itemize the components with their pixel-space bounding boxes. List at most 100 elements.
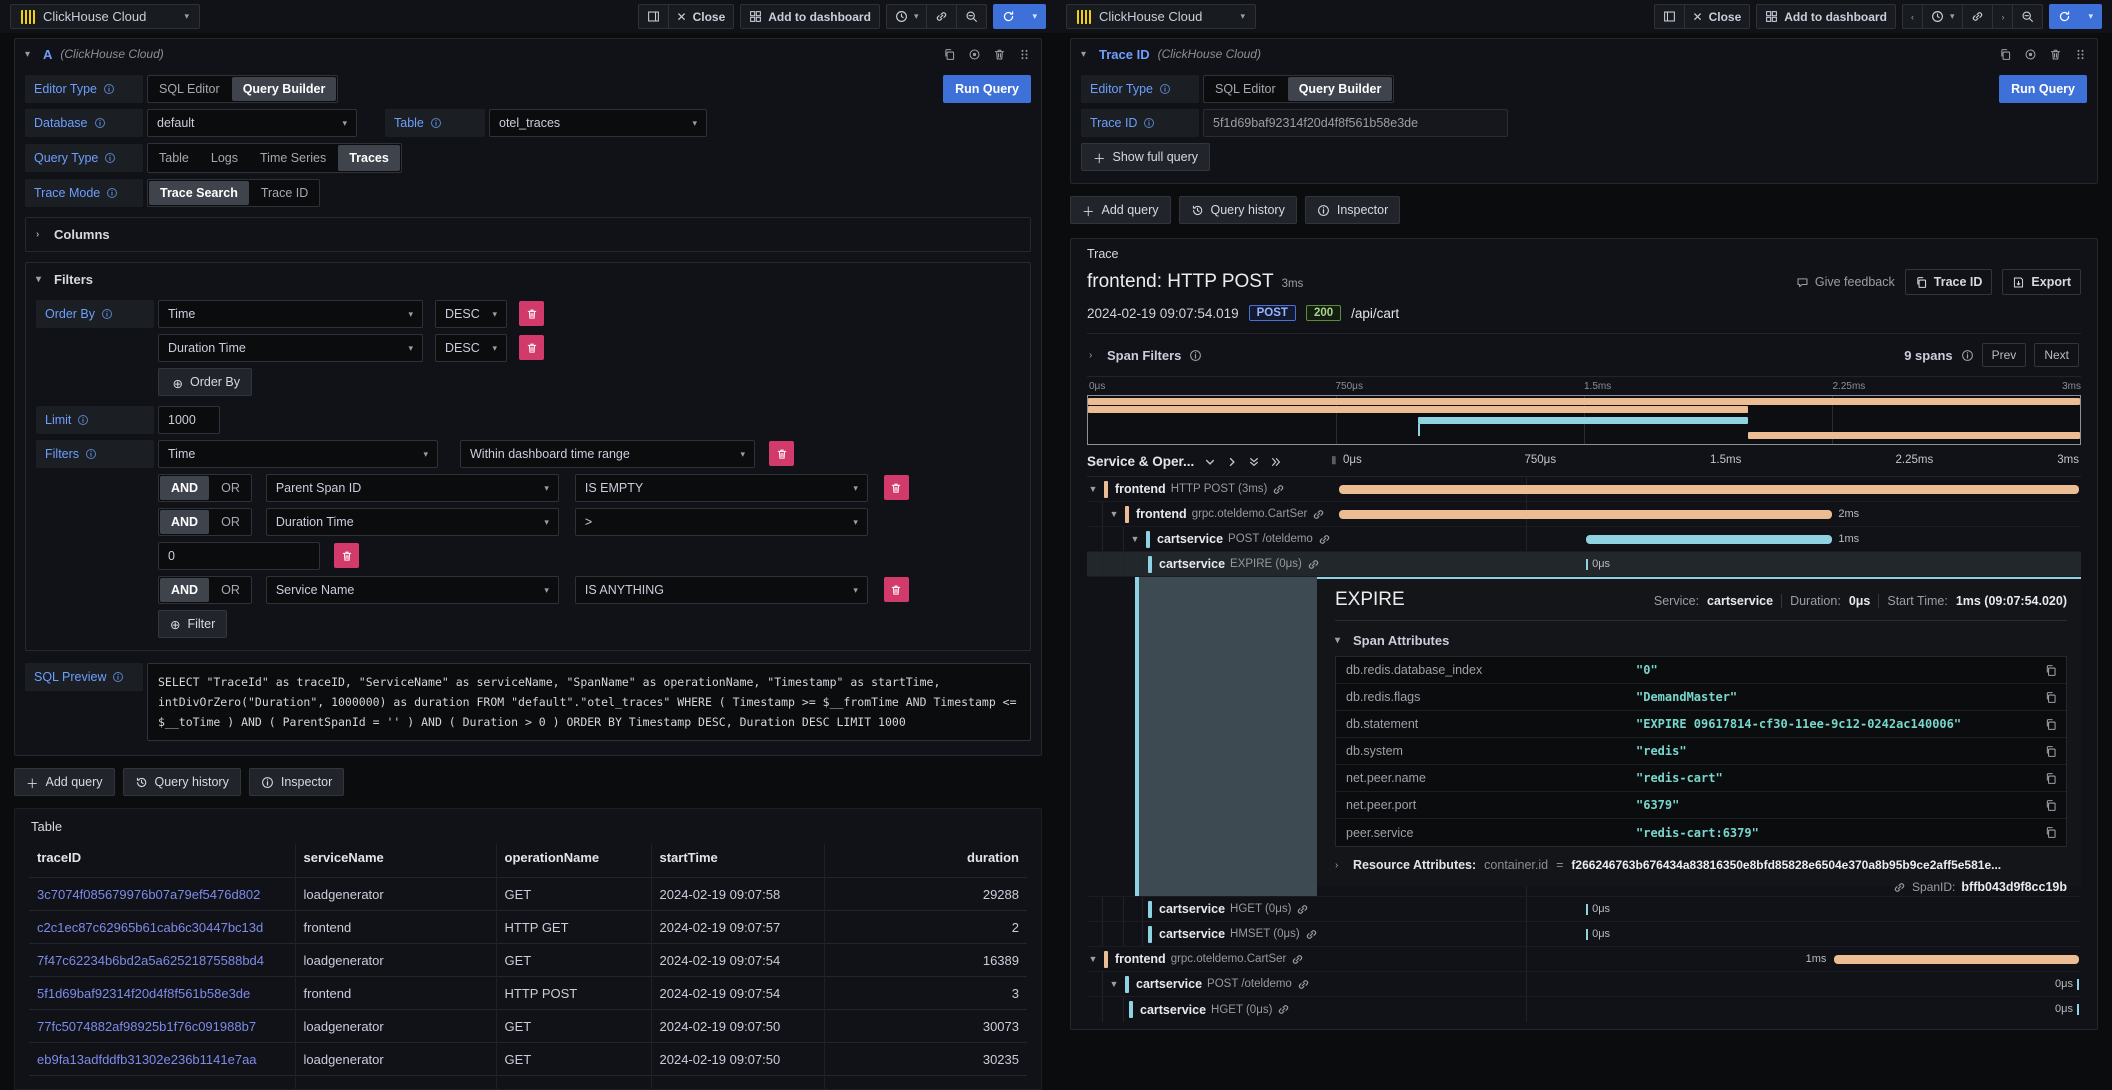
trace-link[interactable]: 77fc5074882af98925b1f76c091988b7 [29,1009,296,1043]
add-query-button[interactable]: ＋ Add query [1070,196,1171,224]
copy-icon[interactable] [2036,826,2066,839]
column-resize-handle[interactable]: ⫴ [1331,456,1337,467]
or-option[interactable]: OR [221,481,240,495]
chevron-down-icon[interactable]: ▼ [1130,534,1140,544]
filter-operator-select[interactable]: IS EMPTY ▾ [574,474,868,502]
query-type-logs[interactable]: Logs [210,151,238,165]
export-button[interactable]: Export [2002,269,2081,295]
trace-link[interactable]: 5f1d69baf92314f20d4f8f561b58e3de [29,976,296,1010]
span-tick[interactable] [1586,559,1589,570]
datasource-picker[interactable]: ClickHouse Cloud ▾ [10,4,200,29]
refresh-interval-button[interactable]: ▾ [2080,4,2102,29]
chevron-down-icon[interactable]: ▼ [1109,979,1119,989]
copy-icon[interactable] [2036,691,2066,704]
run-query-button[interactable]: Run Query [943,75,1031,103]
zoom-out-button[interactable] [957,4,988,29]
add-to-dashboard-button[interactable]: Add to dashboard [740,4,880,29]
close-pane-button[interactable]: ✕ Close [668,4,735,29]
filter-field-select[interactable]: Parent Span ID ▾ [265,474,559,502]
split-pane-button[interactable] [1653,4,1685,29]
trace-id-option[interactable]: Trace ID [260,186,309,200]
database-select[interactable]: default ▾ [147,109,357,137]
span-link-icon[interactable] [1305,928,1318,941]
split-pane-button[interactable] [637,4,669,29]
span-link-icon[interactable] [1318,533,1331,546]
datasource-picker[interactable]: ClickHouse Cloud ▾ [1066,4,1256,29]
and-option[interactable]: AND [160,510,210,534]
and-option[interactable]: AND [160,476,210,500]
remove-filter-button[interactable] [334,543,359,568]
filter-operator-select[interactable]: IS ANYTHING ▾ [574,576,868,604]
hide-response-icon[interactable] [968,48,981,61]
span-duration-bar[interactable] [1833,955,2079,964]
trace-link[interactable]: eb9fa13adfddfb31302e236b1141e7aa [29,1042,296,1076]
inspector-button[interactable]: Inspector [248,768,345,797]
collapse-query-icon[interactable]: ▾ [1081,48,1087,60]
order-by-dir-select[interactable]: DESC ▾ [435,300,507,328]
link-icon[interactable] [1893,881,1906,894]
double-chevron-down-icon[interactable] [1248,456,1260,468]
span-row[interactable]: cartservice HMSET (0μs) 0μs [1087,922,2081,947]
order-by-field-select[interactable]: Time ▾ [158,300,423,328]
col-header-operationname[interactable]: operationName [496,844,652,878]
chevron-right-icon[interactable] [1226,456,1238,468]
span-row[interactable]: ▼ cartservice POST /oteldemo 1ms [1087,527,2081,552]
span-duration-bar[interactable] [1339,510,1833,519]
filter-field-select[interactable]: Time ▾ [158,440,438,468]
resource-attributes-row[interactable]: › Resource Attributes: container.id = f2… [1335,858,2002,872]
share-link-button[interactable] [927,4,958,29]
chevron-down-icon[interactable] [1204,456,1216,468]
span-duration-bar[interactable] [1339,485,2079,494]
time-picker-button[interactable]: ▾ [885,4,928,29]
sql-editor-option[interactable]: SQL Editor [1215,82,1276,96]
span-link-icon[interactable] [1312,508,1325,521]
trace-link[interactable]: 3c7074f085679976b07a79ef5476d802 [29,877,296,911]
span-link-icon[interactable] [1291,953,1304,966]
filters-section-header[interactable]: ▾ Filters [36,272,94,287]
give-feedback-button[interactable]: Give feedback [1796,275,1895,289]
span-link-icon[interactable] [1277,1003,1290,1016]
filter-operator-select[interactable]: Within dashboard time range ▾ [460,440,755,468]
span-row-selected[interactable]: cartservice EXPIRE (0μs) 0μs [1087,552,2081,577]
trace-search-option[interactable]: Trace Search [149,181,249,205]
query-history-button[interactable]: Query history [1178,196,1297,224]
filter-field-select[interactable]: Duration Time ▾ [265,508,559,536]
trace-id-copy-button[interactable]: Trace ID [1904,269,1993,295]
collapse-query-icon[interactable]: ▾ [25,48,31,60]
remove-query-icon[interactable] [2049,48,2062,61]
span-tick[interactable] [2077,1004,2079,1015]
add-order-by-button[interactable]: ⊕ Order By [158,368,253,396]
span-row[interactable]: ▼ frontend grpc.oteldemo.CartSer 1ms [1087,947,2081,972]
query-type-table[interactable]: Table [159,151,189,165]
zoom-out-button[interactable] [2013,4,2044,29]
drag-handle-icon[interactable] [2074,48,2087,61]
and-option[interactable]: AND [160,578,210,602]
span-row[interactable]: ▼ frontend HTTP POST (3ms) [1087,477,2081,502]
chevron-down-icon[interactable]: ▼ [1088,954,1098,964]
time-shift-back-button[interactable]: ‹ [1901,4,1923,29]
query-type-traces[interactable]: Traces [338,145,400,171]
run-query-button[interactable]: Run Query [1999,75,2087,103]
span-tick[interactable] [1586,929,1589,940]
columns-section-header[interactable]: › Columns [36,227,110,242]
duplicate-query-icon[interactable] [1999,48,2012,61]
span-filters-label[interactable]: Span Filters [1107,347,1182,363]
col-header-starttime[interactable]: startTime [651,844,825,878]
hide-response-icon[interactable] [2024,48,2037,61]
copy-icon[interactable] [2036,745,2066,758]
span-row[interactable]: cartservice HGET (0μs) 0μs [1087,897,2081,922]
or-option[interactable]: OR [221,583,240,597]
double-chevron-right-icon[interactable] [1270,456,1282,468]
span-row[interactable]: ▼ frontend grpc.oteldemo.CartSer 2ms [1087,502,2081,527]
trace-link[interactable]: 7f47c62234b6bd2a5a62521875588bd4 [29,943,296,977]
query-builder-option[interactable]: Query Builder [231,77,337,101]
query-builder-option[interactable]: Query Builder [1287,77,1393,101]
order-by-dir-select[interactable]: DESC ▾ [435,334,507,362]
span-tick[interactable] [1586,904,1589,915]
service-operation-header[interactable]: Service & Oper... [1087,454,1195,469]
show-full-query-button[interactable]: ＋ Show full query [1081,143,1210,171]
span-link-icon[interactable] [1296,903,1309,916]
trace-id-input[interactable] [1203,109,1508,137]
close-pane-button[interactable]: ✕ Close [1684,4,1751,29]
time-picker-button[interactable]: ▾ [1922,4,1964,29]
